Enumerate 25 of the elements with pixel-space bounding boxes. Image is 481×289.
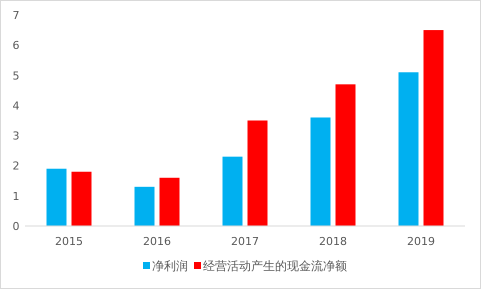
- bar: [336, 84, 356, 226]
- x-tick-label: 2016: [143, 235, 171, 248]
- bar: [46, 168, 66, 226]
- y-tick-label: 7: [12, 9, 20, 22]
- bar: [72, 172, 92, 226]
- bar: [248, 120, 268, 226]
- bar: [424, 30, 444, 226]
- bar: [134, 186, 154, 226]
- y-tick-label: 3: [12, 130, 20, 143]
- bar: [310, 117, 330, 226]
- x-tick-label: 2019: [407, 235, 435, 248]
- x-tick-label: 2015: [55, 235, 83, 248]
- bar: [160, 178, 180, 226]
- legend-label: 经营活动产生的现金流净额: [203, 259, 347, 273]
- y-tick-label: 5: [12, 69, 20, 82]
- y-tick-label: 4: [12, 99, 20, 112]
- x-tick-label: 2018: [319, 235, 347, 248]
- y-tick-label: 0: [12, 220, 20, 233]
- y-tick-label: 1: [12, 190, 20, 203]
- x-tick-label: 2017: [231, 235, 259, 248]
- bar: [222, 156, 242, 226]
- bar: [398, 72, 418, 226]
- legend-label: 净利润: [152, 259, 188, 273]
- y-tick-label: 2: [12, 160, 20, 173]
- y-tick-label: 6: [12, 39, 20, 52]
